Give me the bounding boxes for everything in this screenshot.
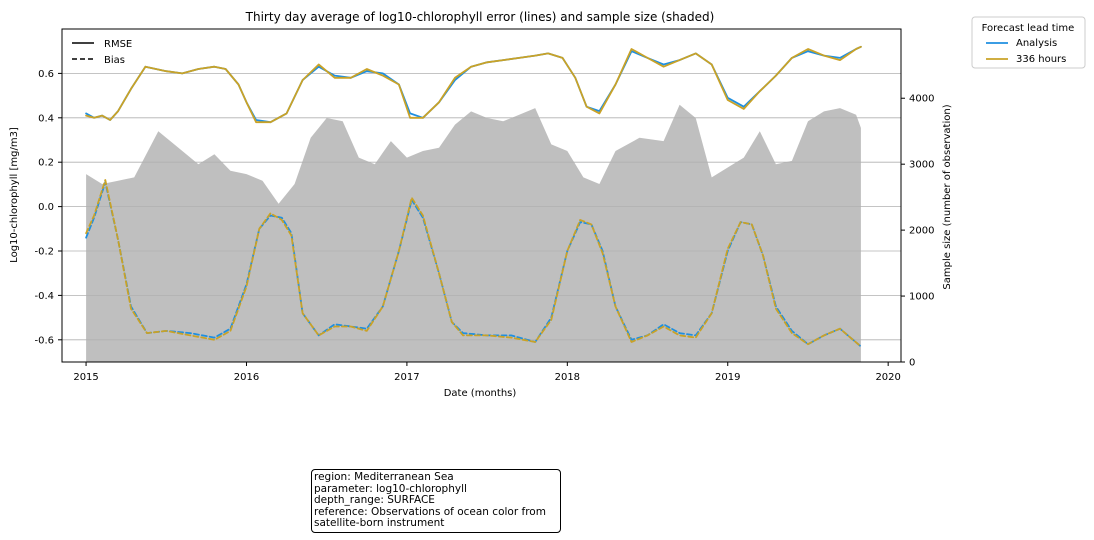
style-legend: RMSE Bias <box>72 39 132 66</box>
info-depth-range: depth_range: SURFACE <box>314 494 435 507</box>
series-rmse-336-hours <box>85 45 862 124</box>
y-tick-label: -0.4 <box>34 291 54 302</box>
lead-legend-title: Forecast lead time <box>982 23 1075 34</box>
y-tick-label: 0.6 <box>38 69 54 80</box>
y-axis-label: Log10-chlorophyll [mg/m3] <box>9 127 20 263</box>
y-tick-label: -0.2 <box>34 247 54 258</box>
chart: Thirty day average of log10-chlorophyll … <box>9 10 1086 399</box>
y2-tick-label: 3000 <box>909 160 934 171</box>
legend-rmse-label: RMSE <box>104 39 132 50</box>
y-tick-label: 0.0 <box>38 202 54 213</box>
sample-size-shade <box>86 104 861 363</box>
series-rmse-analysis <box>85 45 862 124</box>
x-axis-ticks: 2015 2016 2017 2018 2019 2020 <box>73 362 901 383</box>
y-tick-label: -0.6 <box>34 335 54 346</box>
lead-time-legend: Forecast lead time Analysis 336 hours <box>971 16 1086 69</box>
info-parameter: parameter: log10-chlorophyll <box>314 482 467 495</box>
plot-frame <box>61 28 902 363</box>
chart-title: Thirty day average of log10-chlorophyll … <box>245 10 715 24</box>
x-tick-label: 2015 <box>73 372 98 383</box>
x-tick-label: 2020 <box>875 372 900 383</box>
legend-336-hours-label: 336 hours <box>1016 54 1066 65</box>
y2-axis-ticks: 0 1000 2000 3000 4000 <box>901 94 934 369</box>
y2-tick-label: 2000 <box>909 226 934 237</box>
legend-analysis-label: Analysis <box>1016 38 1057 49</box>
y2-tick-label: 4000 <box>909 94 934 105</box>
series-lines <box>85 45 862 348</box>
legend-bias-label: Bias <box>104 55 125 66</box>
y-tick-label: 0.4 <box>38 113 54 124</box>
x-tick-label: 2016 <box>234 372 259 383</box>
y2-tick-label: 0 <box>909 358 915 369</box>
lead-legend-frame <box>971 16 1086 69</box>
y-axis-ticks: -0.6 -0.4 -0.2 0.0 0.2 0.4 0.6 <box>34 69 62 346</box>
info-region: region: Mediterranean Sea <box>314 471 454 483</box>
y2-tick-label: 1000 <box>909 292 934 303</box>
x-tick-label: 2017 <box>394 372 419 383</box>
series-bias-336-hours <box>85 179 862 348</box>
y2-axis-label: Sample size (number of observation) <box>942 104 953 289</box>
x-tick-label: 2018 <box>555 372 580 383</box>
x-axis-label: Date (months) <box>444 388 517 399</box>
y-tick-label: 0.2 <box>38 158 54 169</box>
sample-size-area <box>86 104 861 363</box>
metadata-box: region: Mediterranean Sea parameter: log… <box>311 469 561 533</box>
x-tick-label: 2019 <box>715 372 740 383</box>
gridlines <box>62 73 901 341</box>
info-reference: reference: Observations of ocean color f… <box>314 505 546 530</box>
